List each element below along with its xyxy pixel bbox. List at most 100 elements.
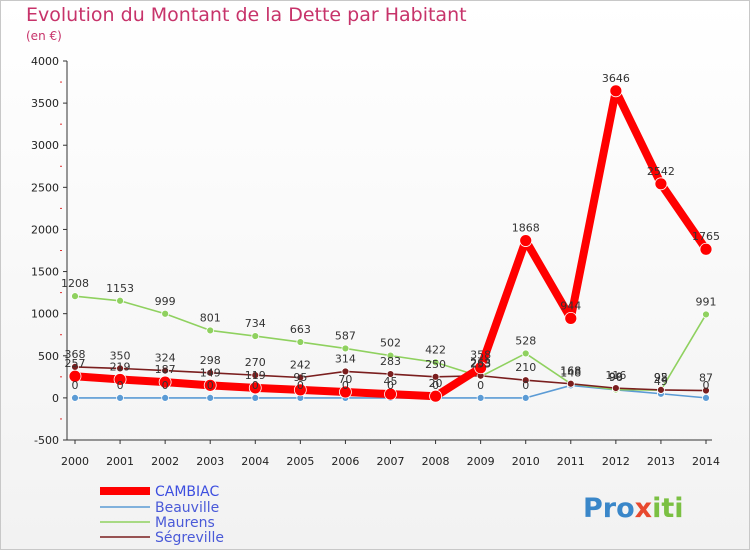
data-label: 92 [654,371,668,384]
x-tick-label: 2002 [151,455,179,468]
data-point [341,344,350,353]
y-tick-label: 2500 [31,181,59,194]
y-tick-label: 1000 [31,308,59,321]
data-point [206,368,215,377]
data-label: 0 [703,379,710,392]
data-label: 20 [429,377,443,390]
x-tick-label: 2005 [286,455,314,468]
data-label: 422 [425,343,446,356]
y-axis-tick-labels: -500 0 500 1000 1500 2000 2500 3000 3500 4000 [31,55,59,447]
data-point [521,376,530,385]
data-point [296,373,305,382]
data-labels: 0 0 0 0 0 0 0 0 0 0 0 148 96 49 0 1208 1153 999 801 734 663 5… [61,72,720,392]
data-label: 168 [560,365,581,378]
data-label: 119 [245,369,266,382]
data-label: 0 [297,379,304,392]
legend-item: Beauville [100,500,219,516]
data-label: 0 [432,379,439,392]
data-label: 298 [200,354,221,367]
x-tick-label: 2000 [61,455,89,468]
data-label: 0 [117,379,124,392]
data-point [657,385,665,394]
data-label: 350 [110,349,131,362]
data-point [386,351,395,360]
x-tick-label: 2014 [692,455,720,468]
data-label: 502 [380,337,401,350]
data-point [296,338,305,346]
data-label: 324 [155,352,176,365]
x-tick-label: 2008 [422,455,450,468]
data-label: 1153 [106,282,134,295]
data-point [702,310,710,319]
data-point [251,371,260,380]
data-label: 368 [65,348,86,361]
data-point [566,379,575,388]
series-line [71,86,710,401]
data-point [341,367,350,376]
data-label: 2542 [647,165,675,178]
data-point [654,177,668,191]
y-tick-label: 500 [38,350,59,363]
data-point [474,361,488,375]
data-label: 250 [425,358,446,371]
data-label: 999 [155,295,176,308]
data-point [293,383,307,397]
data-label: 734 [245,317,266,330]
data-label: 257 [65,357,86,370]
data-point [564,311,578,325]
data-label: 1868 [512,222,540,235]
data-point [68,369,82,383]
data-point [431,358,440,367]
data-point [248,381,262,395]
data-point [71,393,79,402]
x-tick-label: 2004 [241,455,269,468]
data-label: 0 [162,379,169,392]
chart-axes [60,60,712,444]
legend-item: Ségreville [100,530,224,546]
data-point [384,387,397,401]
data-label: 0 [522,379,529,392]
data-label: 168 [560,365,581,378]
legend-label: CAMBIAC [155,484,219,500]
data-point [609,84,623,98]
data-point [251,332,260,340]
data-point [116,364,124,373]
data-label: 116 [605,369,626,382]
data-label: 187 [155,363,176,376]
data-label: 3646 [602,72,630,85]
chart-title: Evolution du Montant de la Dette par Hab… [26,4,467,26]
data-label: 528 [515,334,536,347]
y-tick-label: 3000 [31,139,59,152]
data-label: 45 [384,375,398,388]
data-label: 944 [560,299,581,312]
proxiti-logo: Proxiti [583,493,684,524]
x-tick-label: 2011 [557,455,585,468]
data-label: 0 [207,379,214,392]
data-label: 219 [110,360,131,373]
y-tick-label: 2000 [31,223,59,236]
data-point [702,386,710,395]
data-point [251,393,260,402]
x-tick-label: 2007 [377,455,405,468]
data-label: 663 [290,323,311,336]
data-label: 242 [290,359,311,372]
y-tick-label: -500 [34,434,59,447]
y-tick-label: 1500 [31,266,59,279]
x-tick-label: 2010 [512,455,540,468]
data-point [158,375,172,389]
data-label: 587 [335,329,356,342]
data-label: 70 [338,373,352,386]
data-label: 270 [245,356,266,369]
x-tick-label: 2009 [467,455,495,468]
series-ségreville [71,362,710,395]
plot-area: 0 0 0 0 0 0 0 0 0 0 0 148 96 49 0 1208 1153 999 801 734 663 5… [61,72,720,403]
series-cambiac [68,84,713,403]
data-point [116,296,124,305]
x-tick-label: 2006 [331,455,359,468]
data-label: 0 [387,379,394,392]
data-point [699,242,713,256]
data-point [429,389,442,403]
